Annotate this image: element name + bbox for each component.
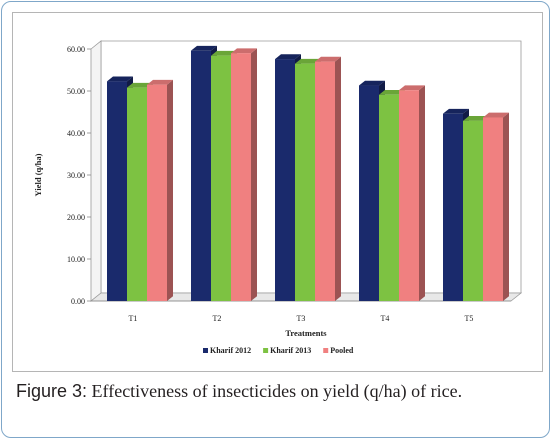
legend-item: Kharif 2013: [263, 346, 311, 355]
legend: Kharif 2012 Kharif 2013 Pooled: [203, 346, 354, 355]
bar-front: [315, 61, 335, 301]
x-tick-label: T1: [129, 314, 138, 323]
bar-front: [275, 59, 295, 301]
bar-front: [191, 50, 211, 302]
bar-T2-pooled: [231, 48, 257, 302]
legend-swatch: [263, 348, 269, 353]
bar-front: [107, 81, 127, 301]
y-axis-title: Yield (q/ha): [33, 153, 43, 196]
legend-item: Pooled: [323, 346, 354, 355]
legend-swatch: [323, 348, 329, 353]
x-tick-label: T2: [213, 314, 222, 323]
chart-bars: [107, 45, 509, 302]
y-tick-label: 30.00: [67, 171, 85, 180]
bar-top: [315, 56, 341, 62]
x-axis-title: Treatments: [285, 328, 327, 338]
bar-side: [167, 79, 173, 302]
chart-area: 0.00 10.00 20.00 30.00 40.00 50.00 60.00 T1 T2 T…: [12, 12, 543, 372]
bar-T5-pooled: [483, 112, 509, 302]
bar-front: [399, 90, 419, 301]
bar-top: [295, 58, 321, 64]
legend-swatch: [203, 348, 208, 353]
legend-label: Kharif 2013: [270, 346, 311, 355]
bar-side: [503, 112, 509, 301]
bar-T3-pooled: [315, 56, 341, 301]
bar-top: [359, 80, 385, 86]
bar-front: [127, 87, 147, 301]
y-tick-label: 40.00: [67, 129, 85, 138]
y-tick-label: 10.00: [67, 255, 85, 264]
bar-front: [463, 120, 483, 301]
figure-label: Figure 3:: [16, 381, 88, 401]
bar-top: [231, 48, 257, 54]
bar-top: [275, 54, 301, 60]
bar-side: [335, 56, 341, 301]
legend-label: Pooled: [330, 346, 354, 355]
x-tick-label: T4: [381, 314, 390, 323]
bar-side: [251, 48, 257, 302]
bar-front: [231, 53, 251, 302]
x-tick-label: T3: [297, 314, 306, 323]
bar-top: [107, 76, 133, 82]
y-axis-ticks: 0.00 10.00 20.00 30.00 40.00 50.00 60.00: [67, 45, 91, 306]
bar-front: [379, 94, 399, 301]
bar-top: [127, 82, 153, 88]
bar-front: [359, 85, 379, 301]
x-axis-ticks: T1 T2 T3 T4 T5: [129, 314, 474, 323]
bar-top: [147, 79, 173, 85]
bar-T4-pooled: [399, 85, 425, 301]
y-tick-label: 50.00: [67, 87, 85, 96]
bar-T1-pooled: [147, 79, 173, 302]
bar-top: [483, 112, 509, 118]
x-tick-label: T5: [465, 314, 474, 323]
bar-side: [419, 85, 425, 301]
bar-front: [211, 55, 231, 301]
legend-item: Kharif 2012: [203, 346, 251, 355]
bar-front: [147, 84, 167, 301]
bar-top: [191, 45, 217, 51]
bar-front: [295, 63, 315, 302]
figure-caption-text: Effectiveness of insecticides on yield (…: [87, 381, 463, 401]
y-tick-label: 60.00: [67, 45, 85, 54]
bar-front: [483, 117, 503, 302]
legend-label: Kharif 2012: [210, 346, 251, 355]
bar-top: [399, 85, 425, 91]
y-tick-label: 0.00: [71, 297, 85, 306]
bar-top: [211, 50, 237, 56]
y-tick-label: 20.00: [67, 213, 85, 222]
figure-caption: Figure 3: Effectiveness of insecticides …: [16, 381, 546, 402]
bar-top: [463, 116, 489, 121]
bar-top: [443, 108, 469, 114]
bar-front: [443, 113, 463, 302]
bar-top: [379, 89, 405, 95]
side-wall: [90, 40, 102, 302]
